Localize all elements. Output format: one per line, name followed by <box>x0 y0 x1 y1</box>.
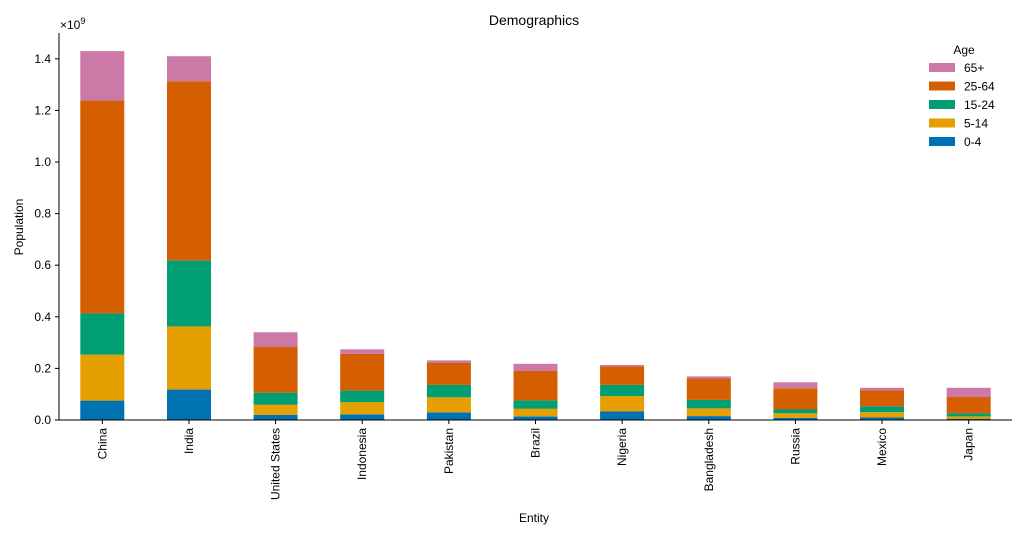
bar-segment-25-64-brazil <box>513 370 558 401</box>
bar-segment-15-24-united-states <box>253 392 298 405</box>
bar-segment-0-4-pakistan <box>426 412 471 420</box>
bar-segment-65+-nigeria <box>600 365 645 367</box>
bar-segment-5-14-united-states <box>253 404 298 415</box>
x-tick-label: China <box>95 428 109 460</box>
y-multiplier-exponent: 9 <box>80 16 85 26</box>
bar-segment-65+-india <box>167 56 211 82</box>
x-tick-label: Russia <box>788 428 802 465</box>
bar-segment-5-14-china <box>80 354 125 401</box>
y-tick-label: 1.2 <box>34 103 51 117</box>
bar-segment-25-64-india <box>167 81 211 261</box>
bar-segment-5-14-japan <box>946 416 991 419</box>
bar-segment-0-4-indonesia <box>340 414 385 420</box>
bar-segment-5-14-russia <box>773 413 818 418</box>
bar-segment-0-4-china <box>80 400 125 420</box>
bar-segment-25-64-nigeria <box>600 366 645 385</box>
bar-segment-15-24-indonesia <box>340 390 385 403</box>
bar-segment-65+-mexico <box>860 387 904 391</box>
y-tick-label: 0.8 <box>34 207 51 221</box>
bar-segment-0-4-brazil <box>513 416 558 420</box>
bar-segment-15-24-pakistan <box>426 384 471 398</box>
legend-title: Age <box>953 43 975 57</box>
legend-label-0-4: 0-4 <box>964 135 982 149</box>
bar-segment-65+-united-states <box>253 332 298 347</box>
bar-segment-25-64-bangladesh <box>686 378 731 400</box>
bar-segment-15-24-china <box>80 313 125 355</box>
legend-label-65+: 65+ <box>964 61 984 75</box>
chart-title: Demographics <box>489 12 579 28</box>
bar-segment-5-14-bangladesh <box>686 408 731 417</box>
axes-group: 0.0 0.2 0.4 0.6 0.8 1.0 1.2 1.4 China India United… <box>34 33 1012 500</box>
x-tick-label: Brazil <box>529 428 543 458</box>
bar-segment-65+-japan <box>946 387 991 398</box>
bar-segment-65+-china <box>80 51 125 101</box>
bar-segment-5-14-nigeria <box>600 396 645 412</box>
bar-segment-25-64-united-states <box>253 347 298 393</box>
legend-swatch-25-64 <box>929 81 955 91</box>
bar-segment-0-4-united-states <box>253 414 298 420</box>
y-tick-label: 0.0 <box>34 413 51 427</box>
bars-group <box>80 51 991 420</box>
legend-label-5-14: 5-14 <box>964 117 988 131</box>
x-tick-label: Mexico <box>875 428 889 466</box>
bar-segment-0-4-india <box>167 389 211 420</box>
bar-segment-5-14-pakistan <box>426 397 471 413</box>
legend-swatch-65+ <box>929 63 955 72</box>
bar-segment-0-4-bangladesh <box>686 416 731 420</box>
y-tick-label: 1.4 <box>34 52 51 66</box>
bar-segment-0-4-russia <box>773 417 818 420</box>
bar-segment-65+-bangladesh <box>686 376 731 379</box>
bar-segment-65+-pakistan <box>426 360 471 363</box>
bar-segment-0-4-nigeria <box>600 411 645 420</box>
y-tick-label: 0.2 <box>34 361 51 375</box>
legend-label-15-24: 15-24 <box>964 98 995 112</box>
x-tick-label: United States <box>269 428 283 500</box>
bar-segment-15-24-india <box>167 260 211 327</box>
y-multiplier-base: ×10 <box>60 18 81 32</box>
y-tick-label: 0.4 <box>34 310 51 324</box>
bar-segment-5-14-indonesia <box>340 402 385 415</box>
bar-segment-25-64-china <box>80 100 125 314</box>
x-tick-label: Pakistan <box>442 428 456 474</box>
bar-segment-0-4-mexico <box>860 417 904 420</box>
x-tick-label: Japan <box>962 428 976 461</box>
bar-segment-15-24-nigeria <box>600 384 645 396</box>
y-tick-label: 1.0 <box>34 155 51 169</box>
bar-segment-5-14-india <box>167 326 211 390</box>
bar-segment-15-24-russia <box>773 409 818 414</box>
x-axis-label: Entity <box>519 511 549 525</box>
bar-segment-65+-indonesia <box>340 349 385 354</box>
legend: Age 65+ 25-64 15-24 5-14 0-4 <box>929 43 995 149</box>
bar-segment-15-24-brazil <box>513 400 558 409</box>
bar-segment-5-14-mexico <box>860 412 904 418</box>
bar-segment-25-64-japan <box>946 397 991 414</box>
bar-segment-15-24-japan <box>946 413 991 417</box>
bar-segment-25-64-russia <box>773 388 818 410</box>
x-tick-label: India <box>182 428 196 454</box>
legend-label-25-64: 25-64 <box>964 80 995 94</box>
legend-swatch-15-24 <box>929 100 955 109</box>
x-tick-label: Nigeria <box>615 428 629 466</box>
bar-segment-25-64-pakistan <box>426 363 471 385</box>
bar-segment-65+-brazil <box>513 363 558 371</box>
bar-segment-25-64-indonesia <box>340 354 385 391</box>
bar-segment-15-24-mexico <box>860 406 904 413</box>
legend-swatch-0-4 <box>929 137 955 146</box>
y-tick-label: 0.6 <box>34 258 51 272</box>
bar-segment-25-64-mexico <box>860 390 904 407</box>
legend-swatch-5-14 <box>929 118 955 128</box>
x-tick-label: Indonesia <box>355 428 369 480</box>
y-axis-label: Population <box>12 199 26 256</box>
y-multiplier: ×109 <box>60 16 85 32</box>
x-tick-label: Bangladesh <box>702 428 716 491</box>
bar-segment-5-14-brazil <box>513 408 558 417</box>
bar-segment-15-24-bangladesh <box>686 399 731 409</box>
bar-segment-65+-russia <box>773 382 818 389</box>
